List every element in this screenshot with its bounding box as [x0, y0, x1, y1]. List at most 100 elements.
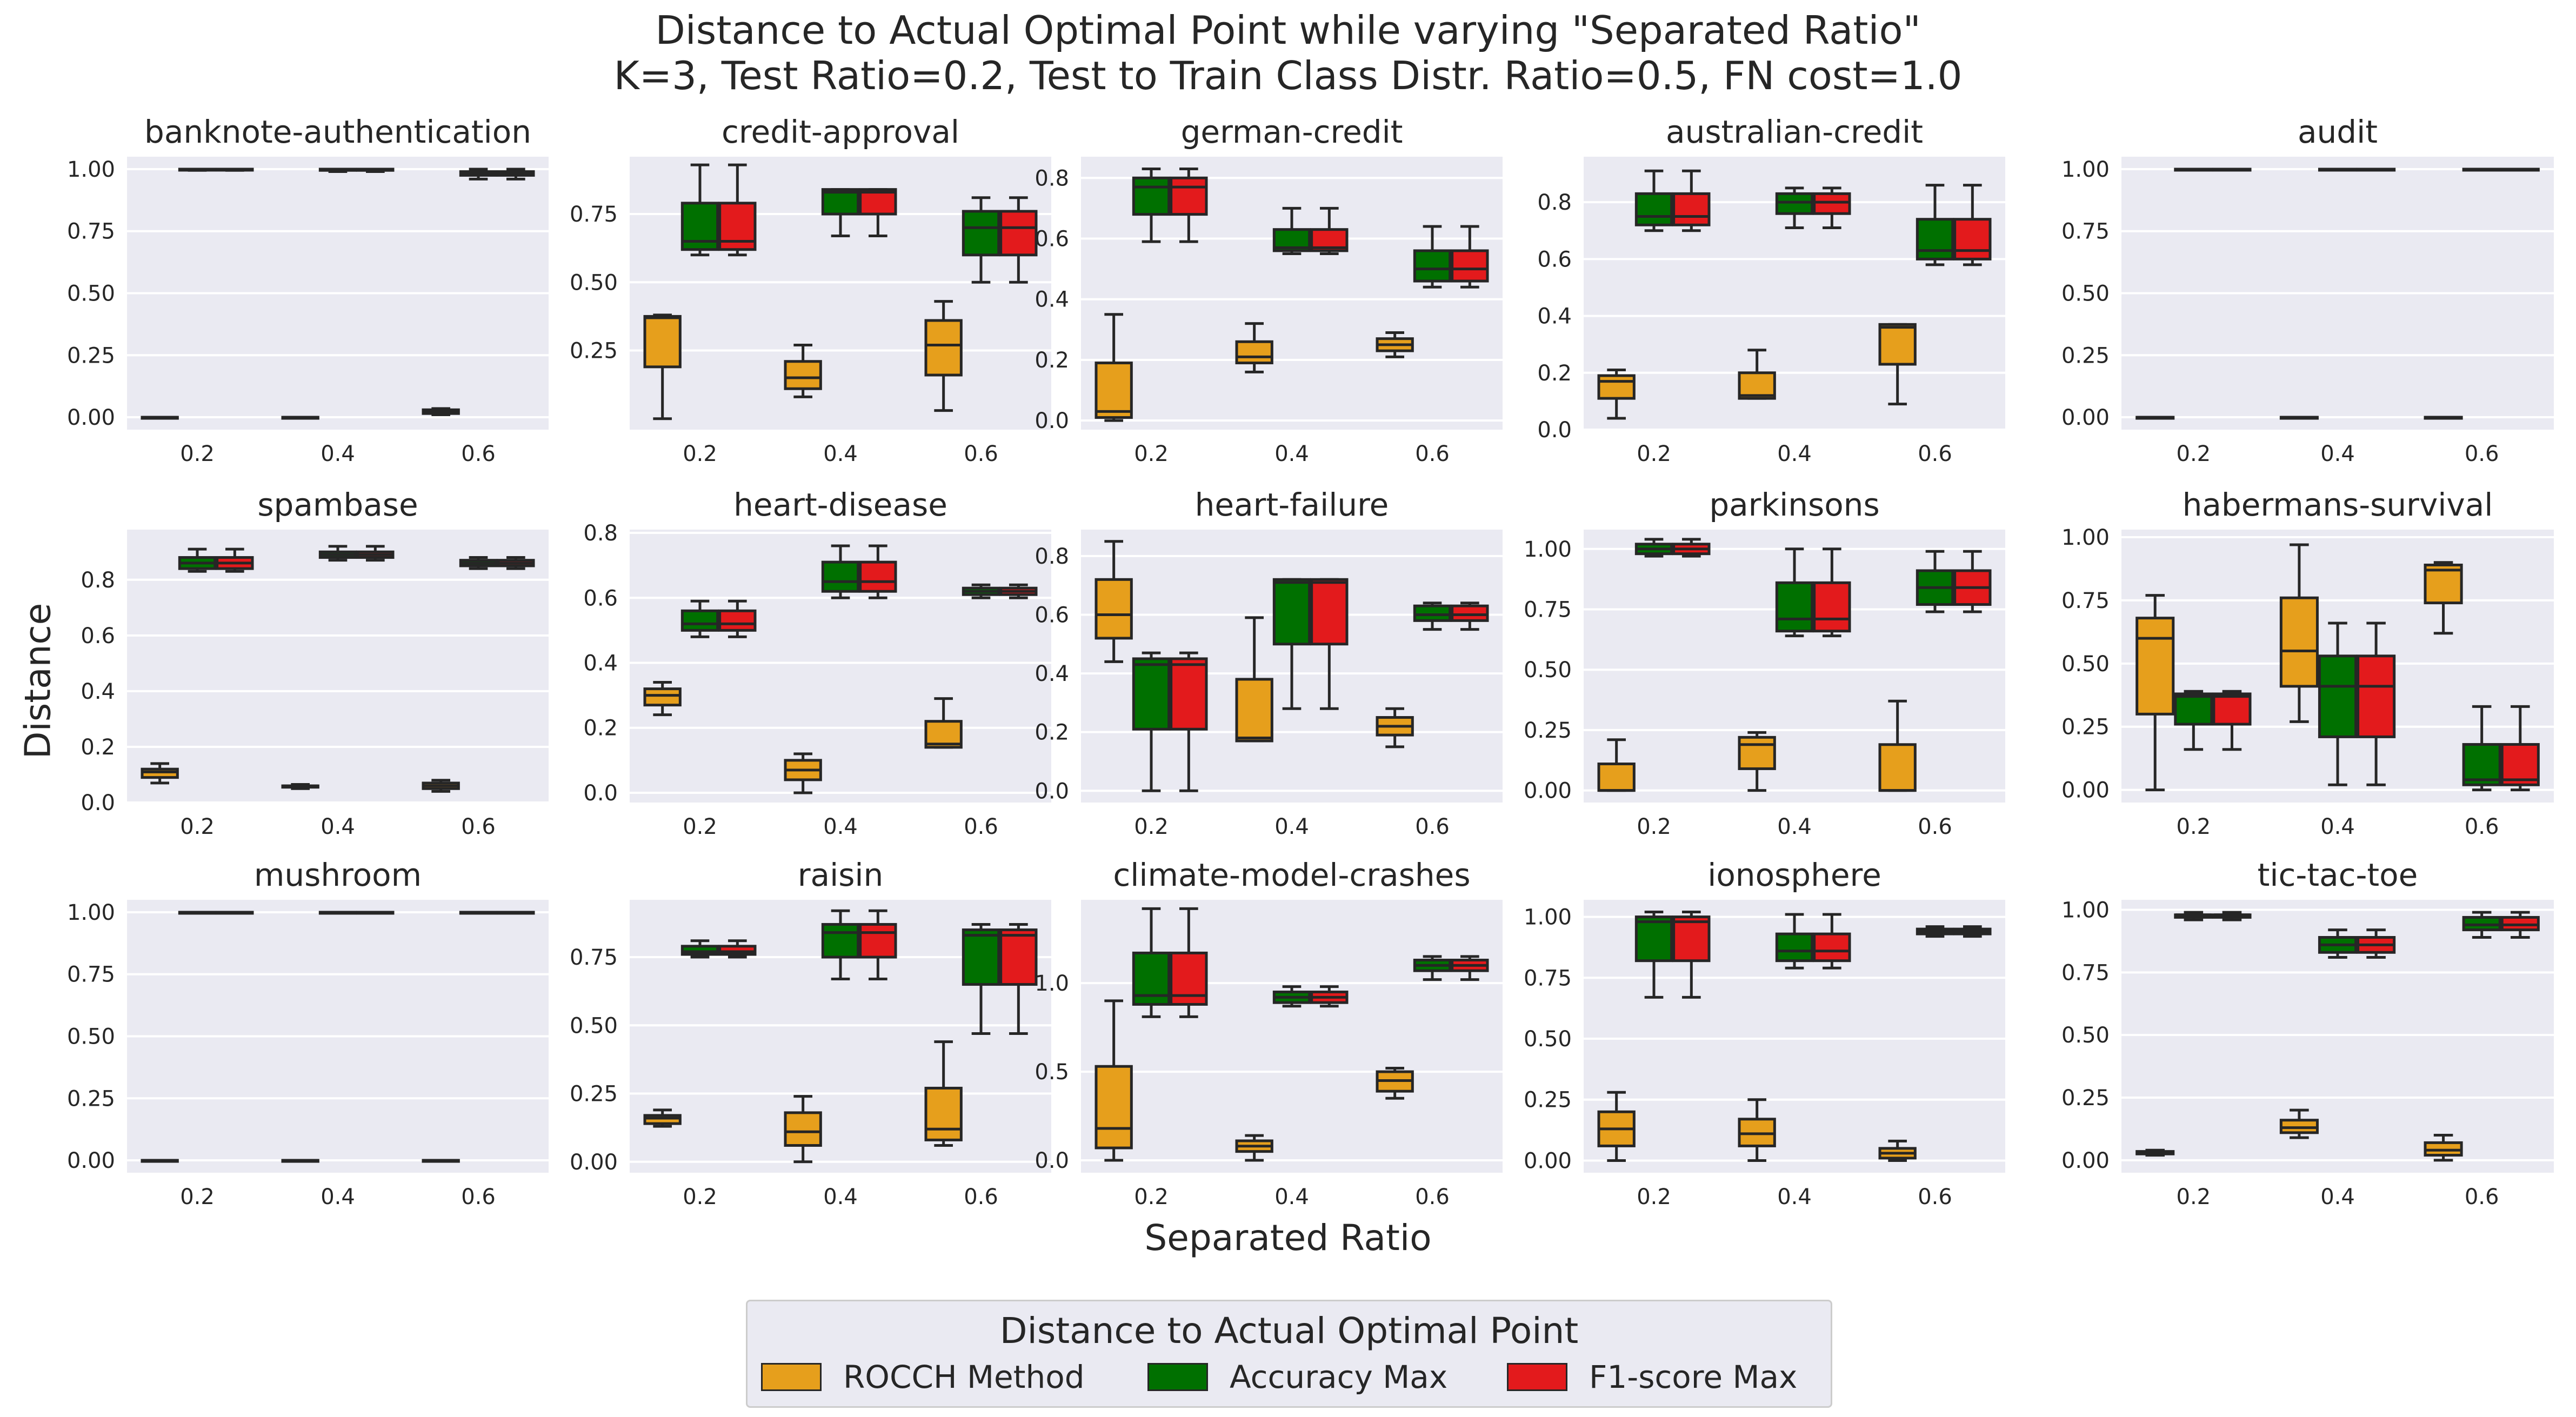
subplot-german-credit: 0.0 0.2 0.4 0.6 0.8 0.2 0.4 0.6 german-credit [1035, 113, 1503, 466]
box-accuracy-max [1413, 225, 1452, 289]
y-tick-label: 0.0 [1537, 418, 1572, 443]
box-body [680, 945, 719, 956]
box-rocch-method [2424, 561, 2463, 635]
x-tick-label: 0.2 [2177, 1185, 2211, 1209]
subplot-raisin: 0.00 0.25 0.50 0.75 0.2 0.4 0.6 raisin [570, 857, 1051, 1209]
box-f1-score-max [2212, 168, 2252, 172]
box-accuracy-max [2174, 911, 2213, 921]
y-tick-label: 0.50 [67, 282, 115, 306]
box-f1-score-max [1672, 911, 1711, 999]
y-tick-label: 0.25 [67, 343, 115, 368]
box-accuracy-max [962, 196, 1000, 284]
y-tick-label: 0.75 [2061, 589, 2110, 613]
box-accuracy-max [178, 547, 217, 573]
box-body [1310, 578, 1349, 646]
x-tick-label: 0.4 [823, 814, 858, 839]
box-f1-score-max [356, 168, 395, 173]
box-accuracy-max [1916, 184, 1954, 266]
box-body [1672, 915, 1711, 963]
x-tick-label: 0.2 [180, 1185, 215, 1209]
box-body [1916, 218, 1954, 260]
x-tick-label: 0.6 [1918, 1185, 1952, 1209]
box-f1-score-max [1813, 913, 1851, 970]
y-tick-label: 0.00 [67, 1148, 115, 1173]
box-rocch-method [643, 313, 682, 420]
box-body [1132, 657, 1171, 731]
subplot-title: parkinsons [1709, 486, 1879, 523]
box-f1-score-max [859, 188, 897, 237]
x-tick-label: 0.2 [1134, 442, 1169, 466]
x-tick-label: 0.2 [1134, 814, 1169, 839]
y-tick-label: 0.0 [81, 791, 115, 816]
box-body [821, 560, 860, 593]
subplot-parkinsons: 0.00 0.25 0.50 0.75 1.00 0.2 0.4 0.6 parkinsons [1524, 486, 2005, 839]
y-tick-label: 1.00 [2061, 898, 2110, 923]
box-body [2174, 692, 2213, 726]
box-rocch-method [2424, 416, 2463, 420]
x-tick-label: 0.4 [823, 1185, 858, 1209]
box-accuracy-max [1916, 925, 1954, 938]
box-f1-score-max [356, 911, 395, 915]
box-body [1413, 249, 1452, 283]
box-rocch-method [281, 783, 319, 790]
x-tick-label: 0.6 [1415, 442, 1450, 466]
box-rocch-method [1376, 1067, 1414, 1100]
x-tick-label: 0.4 [1274, 1185, 1309, 1209]
x-tick-label: 0.6 [461, 442, 496, 466]
box-body [1953, 218, 1992, 260]
box-accuracy-max [1775, 547, 1814, 638]
subplot-title: heart-failure [1195, 486, 1389, 523]
y-tick-label: 0.50 [2061, 1023, 2110, 1048]
box-rocch-method [924, 300, 963, 412]
box-accuracy-max [2462, 911, 2501, 939]
box-f1-score-max [2212, 911, 2252, 921]
legend: Distance to Actual Optimal Point ROCCH M… [746, 1300, 1832, 1408]
y-tick-label: 0.75 [67, 219, 115, 244]
box-body [1672, 192, 1711, 226]
box-body [1170, 176, 1208, 216]
box-body [1634, 192, 1673, 226]
box-f1-score-max [1953, 925, 1992, 938]
y-tick-label: 0.00 [1524, 779, 1572, 804]
y-tick-label: 0.4 [1035, 288, 1069, 312]
box-body [1413, 604, 1452, 622]
y-tick-label: 0.00 [2061, 1148, 2110, 1173]
box-rocch-method [422, 407, 460, 416]
y-tick-label: 0.4 [1035, 661, 1069, 686]
box-body [141, 767, 179, 779]
y-tick-label: 0.50 [570, 1013, 618, 1038]
box-body [2135, 617, 2175, 716]
y-tick-label: 0.6 [583, 586, 618, 611]
y-tick-label: 0.2 [583, 716, 618, 741]
y-tick-label: 0.00 [2061, 405, 2110, 430]
box-body [718, 945, 757, 956]
box-accuracy-max [1775, 186, 1814, 230]
box-rocch-method [1878, 1139, 1917, 1162]
legend-item-accuracy: Accuracy Max [1147, 1355, 1447, 1399]
box-f1-score-max [999, 196, 1038, 284]
subplot-heart-failure: 0.0 0.2 0.4 0.6 0.8 0.2 0.4 0.6 heart-failure [1035, 486, 1503, 839]
subplot-title: tic-tac-toe [2258, 857, 2418, 893]
subplot-title: habermans-survival [2183, 486, 2493, 523]
x-tick-label: 0.4 [321, 442, 355, 466]
x-tick-label: 0.6 [1415, 1185, 1450, 1209]
box-f1-score-max [2500, 705, 2540, 792]
box-accuracy-max [1272, 985, 1311, 1008]
box-rocch-method [141, 762, 179, 785]
x-tick-label: 0.2 [2177, 442, 2211, 466]
y-tick-label: 1.00 [1524, 905, 1572, 930]
box-accuracy-max [1634, 169, 1673, 232]
x-tick-label: 0.2 [683, 442, 717, 466]
box-rocch-method [141, 416, 179, 420]
y-tick-label: 0.00 [1524, 1148, 1572, 1173]
box-body [1634, 915, 1673, 963]
x-tick-label: 0.6 [964, 442, 998, 466]
box-f1-score-max [718, 939, 757, 959]
y-tick-label: 0.5 [1035, 1060, 1069, 1085]
box-rocch-method [422, 1159, 460, 1163]
x-tick-label: 0.2 [1637, 1185, 1671, 1209]
x-tick-label: 0.2 [2177, 814, 2211, 839]
box-body [680, 609, 719, 632]
box-rocch-method [1738, 349, 1776, 400]
x-axis-label: Separated Ratio [1144, 1217, 1432, 1259]
